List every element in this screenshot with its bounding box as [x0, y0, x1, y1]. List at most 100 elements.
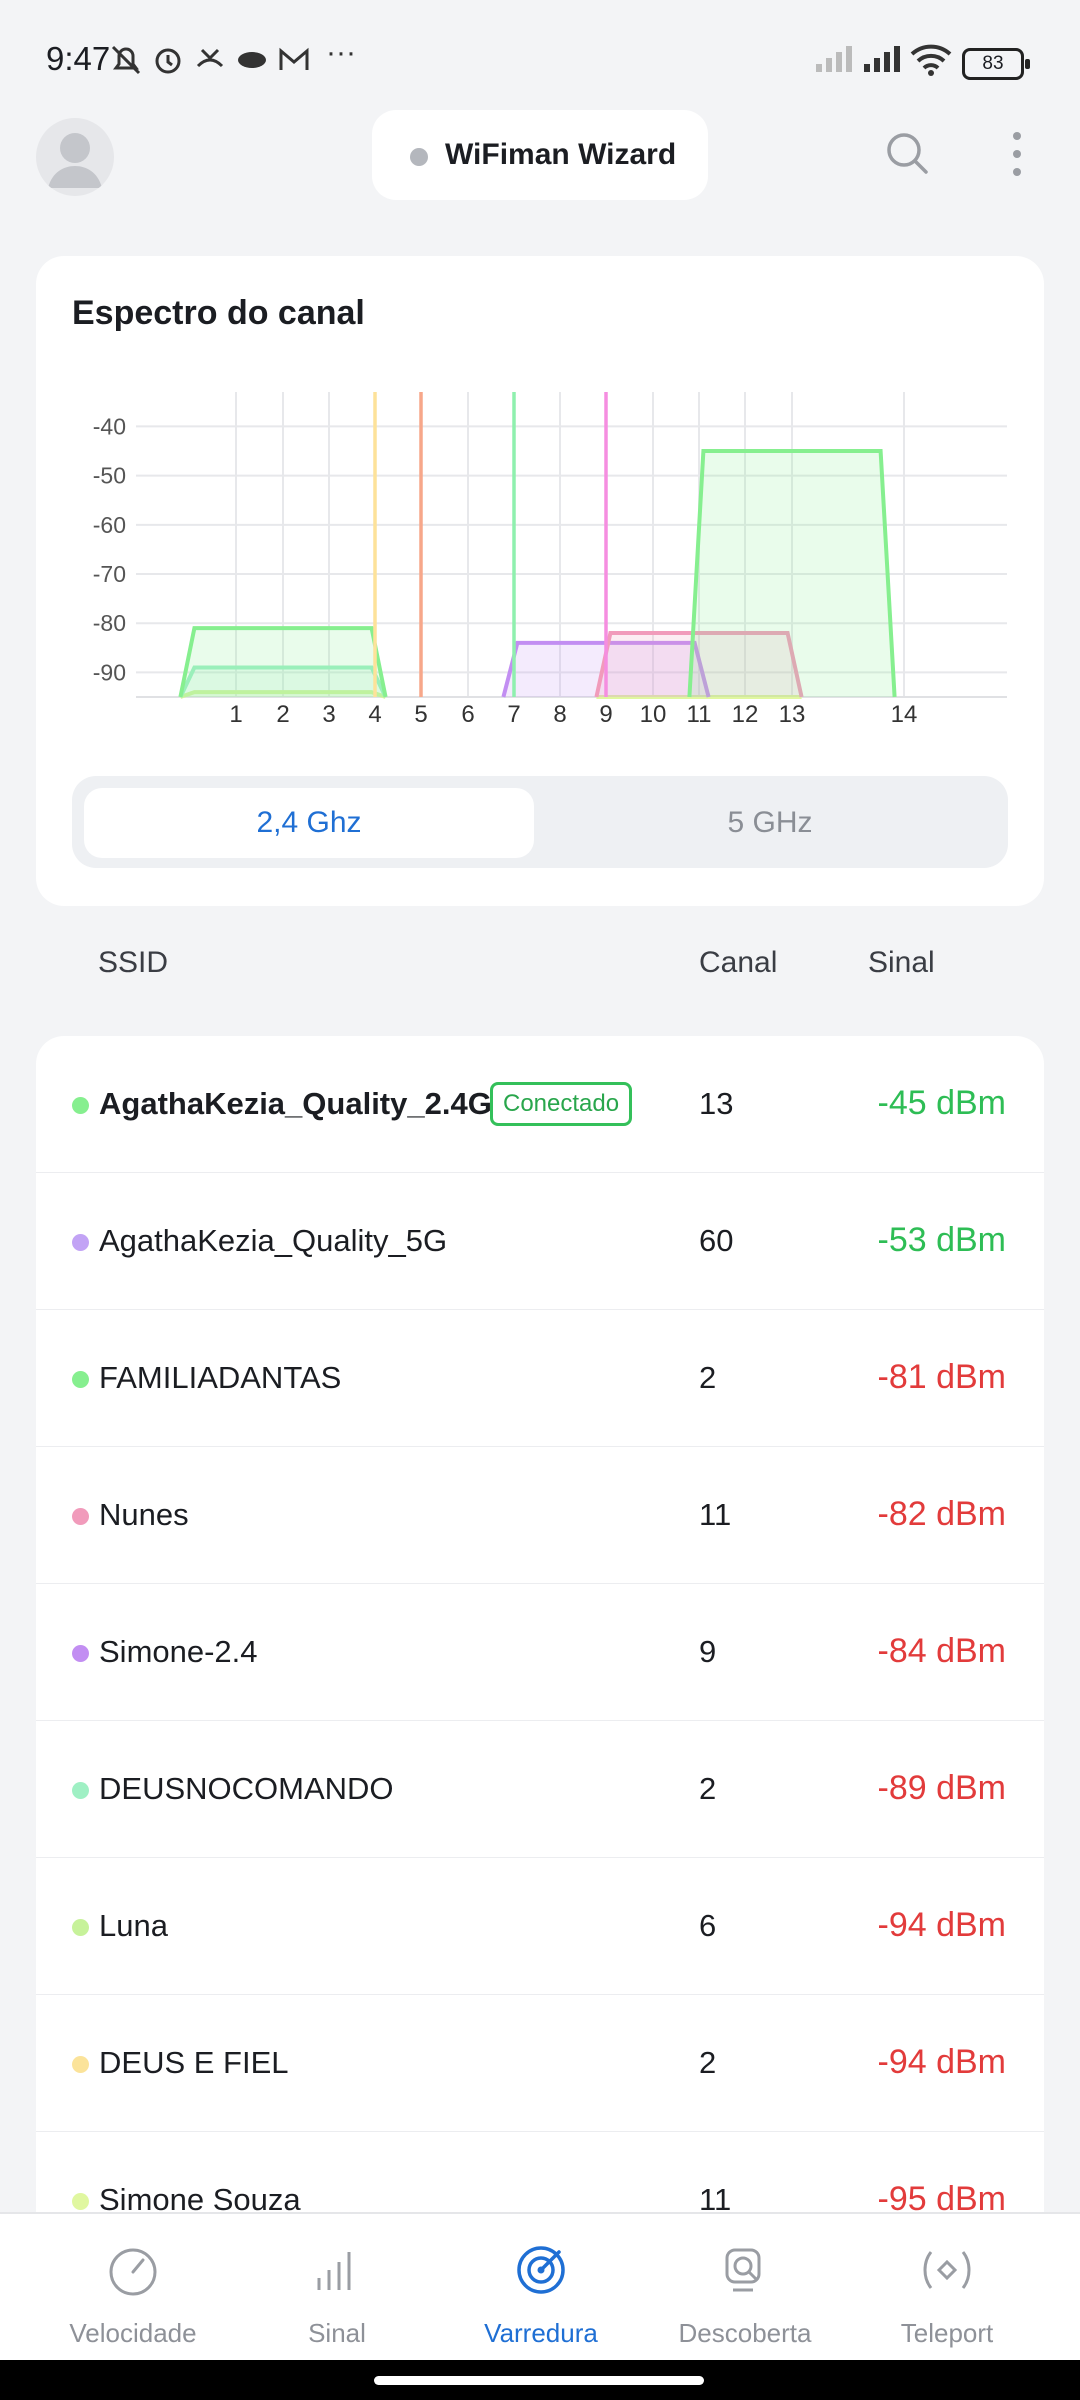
- network-row[interactable]: Nunes 11 -82 dBm: [36, 1447, 1044, 1584]
- network-row[interactable]: Luna 6 -94 dBm: [36, 1858, 1044, 1995]
- home-indicator[interactable]: [374, 2376, 704, 2385]
- y-tick-label: -80: [93, 610, 126, 636]
- ssid-label: AgathaKezia_Quality_2.4G: [99, 1086, 492, 1121]
- network-signal-outline: [178, 665, 388, 698]
- signal-value: -95 dBm: [877, 2180, 1007, 2218]
- network-row[interactable]: DEUS E FIEL 2 -94 dBm: [36, 1995, 1044, 2132]
- channel-column-header[interactable]: Canal: [699, 946, 778, 979]
- network-list: [36, 1036, 1044, 2336]
- network-signal-outline: [178, 626, 388, 698]
- y-tick-label: -70: [93, 561, 126, 587]
- mute-bell-icon: [111, 45, 141, 75]
- signal-value: -82 dBm: [877, 1495, 1007, 1533]
- more-notifications-icon: ···: [326, 36, 356, 69]
- y-tick-label: -50: [93, 463, 126, 489]
- network-row[interactable]: Simone-2.4 9 -84 dBm: [36, 1584, 1044, 1721]
- network-color-dot: [72, 1371, 89, 1388]
- signal-value: -94 dBm: [877, 2043, 1007, 2081]
- more-menu-icon[interactable]: [1000, 128, 1034, 180]
- nav-varredura[interactable]: Varredura: [441, 2214, 641, 2362]
- status-dot: [410, 148, 428, 166]
- ssid-label: Simone-2.4: [99, 1634, 258, 1669]
- user-profile-icon: [48, 133, 102, 188]
- signal-value: -53 dBm: [877, 1221, 1007, 1259]
- status-time: 9:47: [46, 40, 111, 77]
- x-tick-label: 5: [414, 701, 427, 724]
- network-signal-outline: [687, 449, 897, 698]
- search-icon[interactable]: [884, 130, 930, 176]
- network-row[interactable]: DEUSNOCOMANDO 2 -89 dBm: [36, 1721, 1044, 1858]
- spectrum-title: Espectro do canal: [72, 294, 365, 332]
- channel-spectrum-chart: -40-50-60-70-80-901 2 3 4 5 6 7 8 9 10 11 12 13 14: [93, 392, 1007, 724]
- nav-sinal[interactable]: Sinal: [237, 2214, 437, 2362]
- ssid-label: DEUS E FIEL: [99, 2045, 289, 2080]
- network-signal-outline: [179, 690, 387, 699]
- network-color-dot: [72, 2056, 89, 2073]
- network-row[interactable]: FAMILIADANTAS 2 -81 dBm: [36, 1310, 1044, 1447]
- band-2-4ghz-tab[interactable]: 2,4 Ghz: [84, 788, 534, 858]
- wizard-pill[interactable]: [372, 110, 708, 200]
- band-5ghz-tab[interactable]: 5 GHz: [727, 806, 813, 839]
- x-tick-label: 4: [368, 701, 381, 724]
- channel-value: 2: [699, 1360, 717, 1395]
- network-signal-area: [180, 628, 386, 697]
- x-tick-label: 12: [732, 701, 759, 724]
- ssid-column-header[interactable]: SSID: [98, 946, 169, 979]
- network-row[interactable]: AgathaKezia_Quality_5G 60 -53 dBm: [36, 1173, 1044, 1310]
- x-tick-label: 6: [461, 701, 474, 724]
- ssid-label: AgathaKezia_Quality_5G: [99, 1223, 448, 1258]
- network-color-dot: [72, 1645, 89, 1662]
- signal-sim2-icon: [864, 46, 900, 72]
- nav-velocidade[interactable]: Velocidade: [33, 2214, 233, 2362]
- x-tick-label: 8: [553, 701, 566, 724]
- ssid-label: Nunes: [99, 1497, 189, 1532]
- nav-label: Descoberta: [678, 2318, 812, 2348]
- battery-indicator: 83: [962, 48, 1030, 80]
- channel-value: 2: [699, 1771, 717, 1806]
- network-color-dot: [72, 1782, 89, 1799]
- status-bar: 9:47 ··· 83: [0, 0, 1080, 100]
- x-tick-label: 3: [322, 701, 335, 724]
- ssid-label: Luna: [99, 1908, 168, 1943]
- x-tick-label: 11: [687, 701, 712, 724]
- nav-label: Teleport: [900, 2318, 994, 2348]
- network-color-dot: [72, 1508, 89, 1525]
- network-color-dot: [72, 2193, 89, 2210]
- nav-label: Velocidade: [69, 2318, 197, 2348]
- signal-value: -45 dBm: [877, 1084, 1007, 1122]
- network-row[interactable]: Simone Souza 11 -95 dBm: [36, 2132, 1044, 2269]
- network-color-dot: [72, 1234, 89, 1251]
- bottom-navigation: Velocidade Sinal Varredura Descoberta Te…: [0, 2212, 1080, 2362]
- signal-value: -94 dBm: [877, 1906, 1007, 1944]
- y-tick-label: -90: [93, 659, 126, 685]
- signal-sim1-icon: [816, 46, 852, 72]
- y-tick-label: -60: [93, 512, 126, 538]
- x-tick-label: 2: [276, 701, 289, 724]
- speedometer-icon: [109, 2248, 157, 2296]
- nav-teleport[interactable]: Teleport: [847, 2214, 1047, 2362]
- alarm-clock-icon: [155, 48, 181, 74]
- network-row[interactable]: AgathaKezia_Quality_2.4G Conectado 13 -45 d…: [36, 1036, 1044, 1173]
- network-signal-area: [180, 667, 386, 697]
- ssid-label: DEUSNOCOMANDO: [99, 1771, 394, 1806]
- teleport-icon: [923, 2251, 971, 2289]
- nav-descoberta[interactable]: Descoberta: [645, 2214, 845, 2362]
- x-tick-label: 1: [229, 701, 242, 724]
- signal-column-header[interactable]: Sinal: [868, 946, 935, 979]
- channel-value: 2: [699, 2045, 717, 2080]
- x-tick-label: 14: [891, 701, 918, 724]
- channel-value: 6: [699, 1908, 717, 1943]
- app-notification-icon: [238, 52, 266, 68]
- channel-value: 9: [699, 1634, 717, 1669]
- nav-label: Sinal: [308, 2318, 366, 2348]
- y-tick-label: -40: [93, 413, 126, 439]
- avatar[interactable]: [36, 118, 114, 196]
- channel-value: 11: [699, 2182, 732, 2217]
- network-signal-area: [689, 451, 895, 697]
- radar-scan-icon: [517, 2246, 565, 2294]
- channel-value: 11: [699, 1497, 732, 1532]
- network-color-dot: [72, 1919, 89, 1936]
- network-signal-outline: [594, 631, 804, 698]
- network-color-dot: [72, 1097, 89, 1114]
- signal-value: -84 dBm: [877, 1632, 1007, 1670]
